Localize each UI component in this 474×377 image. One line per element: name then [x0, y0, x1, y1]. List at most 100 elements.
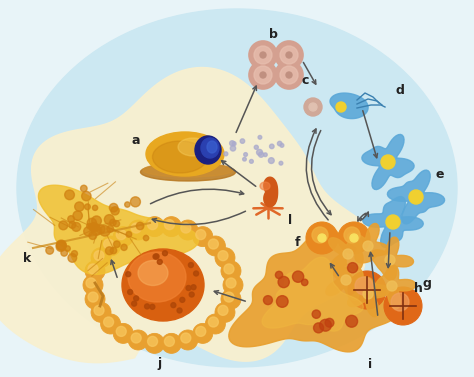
- Circle shape: [363, 241, 373, 251]
- Circle shape: [164, 336, 174, 346]
- Ellipse shape: [140, 163, 236, 181]
- Circle shape: [229, 141, 235, 146]
- Circle shape: [150, 304, 155, 310]
- Circle shape: [180, 297, 185, 302]
- Circle shape: [84, 204, 91, 210]
- Ellipse shape: [17, 9, 457, 367]
- Circle shape: [126, 231, 132, 237]
- Ellipse shape: [207, 141, 217, 153]
- Circle shape: [83, 275, 103, 295]
- Circle shape: [391, 293, 409, 311]
- Circle shape: [107, 225, 114, 232]
- Circle shape: [65, 190, 74, 200]
- Circle shape: [91, 302, 111, 322]
- Circle shape: [221, 261, 241, 281]
- Circle shape: [191, 285, 196, 290]
- Circle shape: [57, 241, 66, 250]
- Circle shape: [215, 302, 235, 322]
- Ellipse shape: [260, 182, 270, 190]
- Circle shape: [249, 159, 253, 163]
- Circle shape: [249, 61, 277, 89]
- Circle shape: [145, 217, 164, 237]
- Circle shape: [91, 216, 101, 226]
- Circle shape: [88, 292, 98, 302]
- Polygon shape: [330, 93, 368, 119]
- Circle shape: [386, 215, 400, 229]
- Text: l: l: [288, 213, 292, 227]
- Circle shape: [240, 139, 245, 143]
- Circle shape: [275, 61, 303, 89]
- Circle shape: [350, 234, 358, 242]
- Circle shape: [258, 135, 262, 139]
- Circle shape: [86, 278, 96, 288]
- Ellipse shape: [195, 136, 221, 164]
- Circle shape: [105, 247, 113, 255]
- Circle shape: [162, 333, 182, 353]
- Circle shape: [387, 281, 397, 291]
- Circle shape: [313, 323, 324, 333]
- Circle shape: [68, 216, 74, 222]
- Circle shape: [94, 305, 104, 315]
- Circle shape: [177, 308, 182, 313]
- Circle shape: [137, 222, 144, 230]
- Circle shape: [89, 223, 97, 231]
- Ellipse shape: [138, 261, 168, 285]
- Circle shape: [178, 330, 198, 350]
- Circle shape: [132, 301, 137, 306]
- Circle shape: [280, 66, 298, 84]
- Circle shape: [59, 221, 68, 230]
- Circle shape: [196, 326, 206, 336]
- Circle shape: [232, 142, 236, 146]
- Circle shape: [87, 218, 97, 227]
- Circle shape: [275, 271, 283, 279]
- Circle shape: [121, 244, 127, 250]
- Circle shape: [104, 239, 114, 249]
- Circle shape: [209, 317, 219, 327]
- Text: i: i: [368, 359, 372, 371]
- Circle shape: [46, 247, 54, 254]
- Circle shape: [254, 66, 272, 84]
- Circle shape: [130, 197, 140, 207]
- Circle shape: [264, 153, 267, 156]
- Circle shape: [363, 289, 373, 299]
- Ellipse shape: [146, 132, 224, 176]
- Circle shape: [147, 220, 157, 230]
- Polygon shape: [347, 224, 389, 263]
- Text: j: j: [158, 357, 162, 369]
- Circle shape: [355, 277, 373, 295]
- Circle shape: [110, 247, 117, 254]
- Text: c: c: [301, 74, 309, 86]
- Circle shape: [84, 227, 93, 236]
- Circle shape: [96, 225, 105, 233]
- Circle shape: [338, 222, 370, 254]
- Polygon shape: [38, 185, 199, 274]
- Circle shape: [209, 239, 219, 249]
- Circle shape: [69, 221, 76, 228]
- Circle shape: [278, 276, 289, 288]
- Polygon shape: [262, 257, 364, 331]
- Circle shape: [100, 314, 120, 334]
- Polygon shape: [0, 67, 381, 363]
- Circle shape: [343, 249, 353, 259]
- Circle shape: [72, 222, 81, 231]
- Circle shape: [109, 204, 118, 212]
- Circle shape: [286, 52, 292, 58]
- Circle shape: [344, 227, 360, 243]
- Circle shape: [163, 251, 167, 256]
- Circle shape: [286, 72, 292, 78]
- Circle shape: [205, 236, 226, 256]
- Circle shape: [128, 220, 148, 240]
- Ellipse shape: [178, 138, 208, 156]
- Polygon shape: [229, 229, 398, 352]
- Polygon shape: [326, 263, 363, 300]
- Circle shape: [61, 250, 68, 256]
- Circle shape: [260, 72, 266, 78]
- Circle shape: [113, 221, 119, 227]
- Circle shape: [104, 215, 114, 225]
- Circle shape: [157, 259, 162, 264]
- Circle shape: [205, 314, 226, 334]
- Polygon shape: [363, 197, 423, 247]
- Circle shape: [94, 251, 104, 261]
- Circle shape: [89, 231, 97, 239]
- Circle shape: [260, 52, 266, 58]
